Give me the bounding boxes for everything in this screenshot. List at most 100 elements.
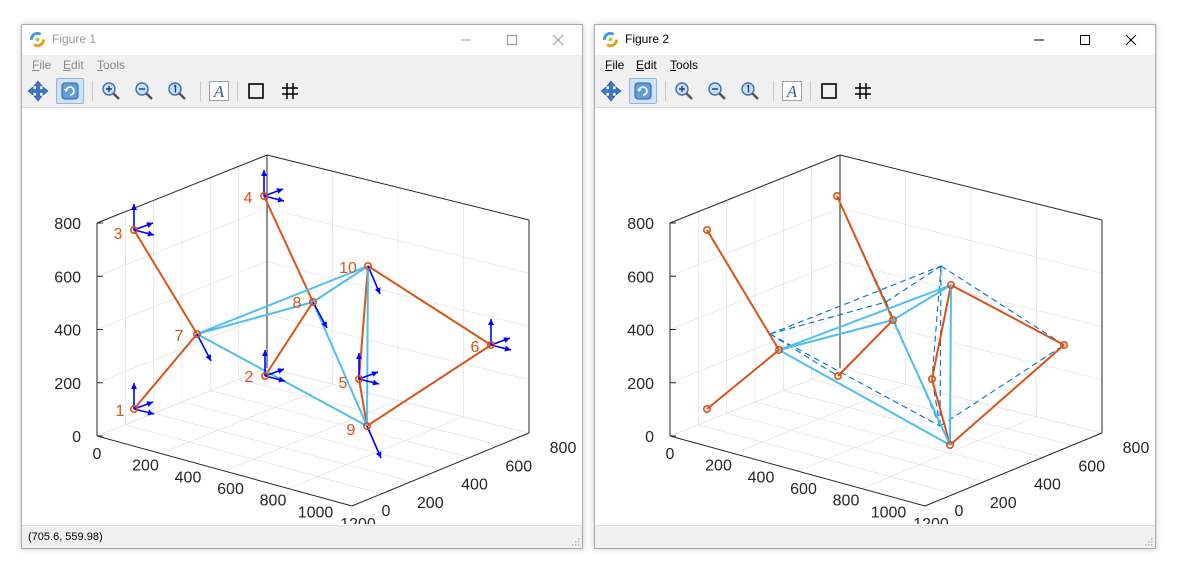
node-marker xyxy=(130,404,139,413)
z-tick-label: 0 xyxy=(72,429,81,446)
toolbar-separator xyxy=(810,81,811,101)
grid-line xyxy=(96,314,268,384)
zoom-out-button[interactable] xyxy=(703,78,731,104)
cursor-coordinates: (705.6, 559.98) xyxy=(28,531,103,543)
figure-1-titlebar[interactable]: Figure 1 xyxy=(22,25,582,55)
node-marker xyxy=(362,421,371,430)
figure-2-window: Figure 2 File Edit Tools xyxy=(594,24,1156,549)
zoom-in-button[interactable] xyxy=(670,78,698,104)
grid-line xyxy=(224,400,399,472)
grid-toggle-button[interactable] xyxy=(849,78,877,104)
bar-member xyxy=(837,319,894,377)
original-member xyxy=(885,265,942,303)
resize-grip-icon[interactable] xyxy=(1143,536,1153,546)
axis-line xyxy=(96,435,353,507)
pan-button[interactable] xyxy=(597,78,625,104)
minimize-button[interactable] xyxy=(443,25,489,55)
menu-edit[interactable]: Edit xyxy=(63,58,84,72)
close-button[interactable] xyxy=(535,25,581,55)
y-tick-label: 400 xyxy=(1034,477,1061,494)
resize-grip-icon[interactable] xyxy=(570,536,580,546)
z-tick-label: 200 xyxy=(627,376,654,393)
original-member xyxy=(931,378,941,427)
y-tick-label: 0 xyxy=(955,503,964,520)
figure-2-axes[interactable]: 0 200 400 600 800 0 200 400 600 800 1000 1200 0 200 40… xyxy=(595,108,1153,524)
menu-bar: File Edit Tools xyxy=(22,55,582,75)
toolbar-separator xyxy=(773,81,774,101)
node-marker xyxy=(927,374,936,383)
bar-member xyxy=(133,229,198,335)
node-marker xyxy=(261,371,270,380)
bar-member xyxy=(931,284,952,380)
node-label: 1 xyxy=(116,403,125,420)
rotate-button[interactable] xyxy=(56,78,84,104)
cable-member xyxy=(196,301,314,335)
insert-text-button[interactable]: A xyxy=(778,78,806,104)
x-tick-label: 0 xyxy=(666,446,675,463)
x-tick-label: 600 xyxy=(790,481,817,498)
grid-line xyxy=(266,261,530,327)
grid-line xyxy=(839,261,1103,327)
rotate-icon xyxy=(634,82,652,100)
support-arrow-head xyxy=(372,379,379,386)
load-arrow-head xyxy=(205,354,211,361)
axis-line xyxy=(266,154,530,221)
menu-tools[interactable]: Tools xyxy=(97,58,126,72)
bar-member xyxy=(263,195,314,303)
status-bar: (705.6, 559.98) xyxy=(22,525,582,548)
menu-file[interactable]: File xyxy=(605,58,625,72)
support-arrow-head xyxy=(488,319,494,325)
support-arrow-head xyxy=(278,376,285,383)
toolbar: A xyxy=(22,75,582,108)
support-arrow-head xyxy=(504,345,511,352)
bar-member xyxy=(931,378,951,446)
grid-line xyxy=(839,207,1103,274)
pan-button[interactable] xyxy=(24,78,52,104)
insert-text-button[interactable]: A xyxy=(205,78,233,104)
support-arrow-head xyxy=(146,401,153,407)
zoom-in-button[interactable] xyxy=(97,78,125,104)
maximize-icon xyxy=(507,35,517,45)
node-label: 10 xyxy=(339,260,357,277)
figure-2-titlebar[interactable]: Figure 2 xyxy=(595,25,1155,55)
cable-member xyxy=(312,265,369,303)
original-member xyxy=(769,333,839,377)
z-tick-label: 800 xyxy=(627,216,654,233)
octave-logo-icon xyxy=(602,31,619,48)
grid-toggle-button[interactable] xyxy=(276,78,304,104)
maximize-button[interactable] xyxy=(1062,25,1108,55)
window-title: Figure 2 xyxy=(625,32,670,46)
zoom-reset-button[interactable] xyxy=(163,78,191,104)
zoom-out-button[interactable] xyxy=(130,78,158,104)
close-button[interactable] xyxy=(1108,25,1154,55)
bar-member xyxy=(706,229,780,351)
figure-1-axes[interactable]: 0 200 400 600 800 0 200 400 600 800 1000 1200 0 200 40… xyxy=(22,108,580,524)
axes-box-button[interactable] xyxy=(815,78,843,104)
menu-edit[interactable]: Edit xyxy=(636,58,657,72)
x-tick-label: 800 xyxy=(260,493,287,510)
z-tick-label: 600 xyxy=(54,269,81,286)
grid-line xyxy=(669,314,841,384)
node-marker xyxy=(193,330,202,339)
node-label: 4 xyxy=(244,190,253,207)
menu-bar: File Edit Tools xyxy=(595,55,1155,75)
load-arrow-head xyxy=(375,451,382,458)
maximize-button[interactable] xyxy=(489,25,535,55)
support-arrow-head xyxy=(147,409,154,416)
text-icon: A xyxy=(209,81,229,101)
cable-member xyxy=(892,319,951,446)
menu-tools[interactable]: Tools xyxy=(670,58,699,72)
node-marker xyxy=(130,226,139,235)
axes-box-button[interactable] xyxy=(242,78,270,104)
rotate-button[interactable] xyxy=(629,78,657,104)
node-marker xyxy=(775,346,784,355)
maximize-icon xyxy=(1080,35,1090,45)
original-member xyxy=(769,265,942,335)
original-member xyxy=(769,301,887,335)
z-tick-label: 200 xyxy=(54,376,81,393)
zoom-reset-button[interactable] xyxy=(736,78,764,104)
minimize-button[interactable] xyxy=(1016,25,1062,55)
menu-file[interactable]: File xyxy=(32,58,52,72)
support-arrow-head xyxy=(276,188,283,194)
y-tick-label: 0 xyxy=(382,503,391,520)
